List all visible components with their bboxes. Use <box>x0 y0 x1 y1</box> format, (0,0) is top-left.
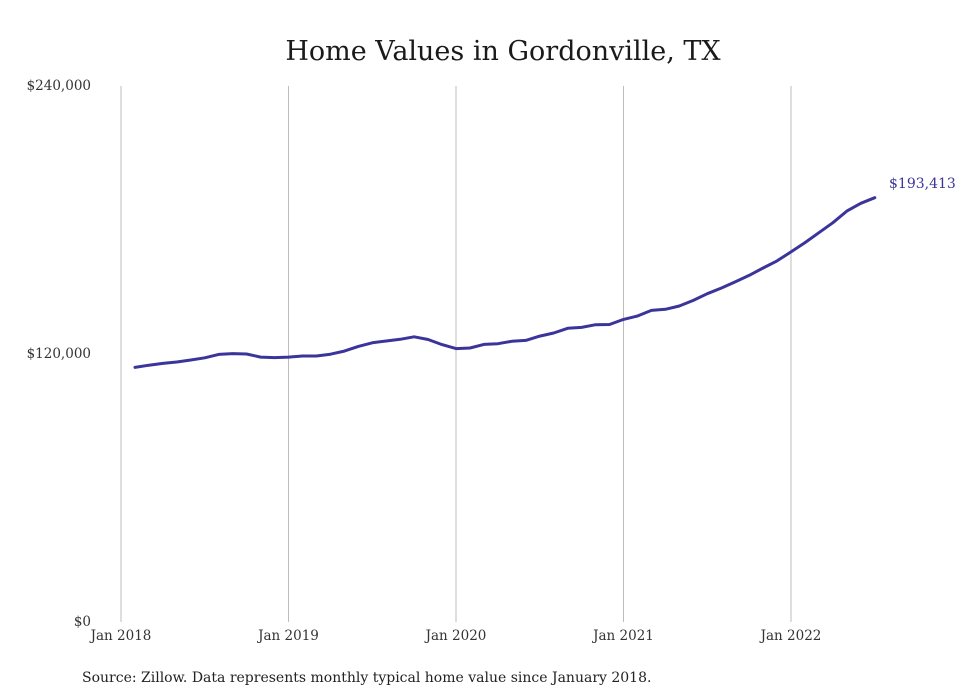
x-axis: Jan 2018 Jan 2019 Jan 2020 Jan 2021 Jan 2022 <box>89 628 822 644</box>
x-tick-label: Jan 2019 <box>256 628 319 644</box>
y-tick-label: $120,000 <box>27 346 91 362</box>
y-axis: $0 $120,000 $240,000 <box>27 78 91 630</box>
series-line-0 <box>133 196 877 369</box>
x-tick-label: Jan 2018 <box>89 628 152 644</box>
x-tick-label: Jan 2021 <box>591 628 654 644</box>
gridlines <box>120 86 792 622</box>
y-tick-label: $240,000 <box>27 78 91 94</box>
x-tick-label: Jan 2020 <box>424 628 487 644</box>
y-tick-label: $0 <box>74 614 91 630</box>
source-note: Source: Zillow. Data represents monthly … <box>82 670 651 686</box>
series-layer <box>133 196 877 369</box>
x-tick-label: Jan 2022 <box>759 628 822 644</box>
end-value-label: $193,413 <box>889 176 956 192</box>
chart-title: Home Values in Gordonville, TX <box>285 36 721 67</box>
